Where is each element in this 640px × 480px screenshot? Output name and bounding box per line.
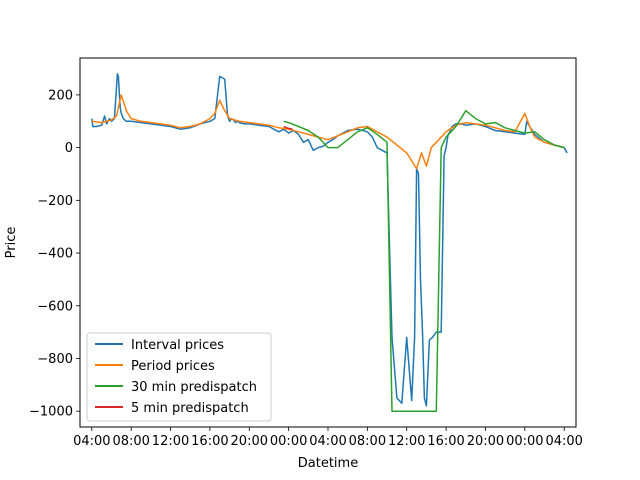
legend-entry-label: 30 min predispatch xyxy=(131,380,257,395)
y-tick-label: −200 xyxy=(37,194,73,209)
y-tick-label: −400 xyxy=(37,247,73,262)
legend-box xyxy=(86,332,272,422)
legend-entry-label: Interval prices xyxy=(131,338,224,353)
x-tick-label: 20:00 xyxy=(467,434,504,449)
series-line-2 xyxy=(283,109,565,412)
x-axis-ticks: 04:00 08:00 12:00 16:00 20:00 00:00 04:00 08:00… xyxy=(73,427,583,449)
series-line-1 xyxy=(91,94,565,170)
x-tick-label: 08:00 xyxy=(112,434,149,449)
y-axis-ticks: 200 0 −200 −400 −600 −800 −1000 xyxy=(29,88,80,420)
y-tick-label: 0 xyxy=(65,141,73,156)
y-tick-label: 200 xyxy=(48,88,73,103)
x-tick-label: 20:00 xyxy=(231,434,268,449)
x-tick-label: 04:00 xyxy=(73,434,110,449)
x-tick-label: 04:00 xyxy=(545,434,582,449)
y-tick-label: −1000 xyxy=(29,405,73,420)
x-tick-label: 12:00 xyxy=(152,434,189,449)
legend-entry-label: Period prices xyxy=(131,359,215,374)
y-tick-label: −800 xyxy=(37,352,73,367)
x-tick-label: 16:00 xyxy=(427,434,464,449)
x-tick-label: 00:00 xyxy=(270,434,307,449)
x-tick-label: 08:00 xyxy=(349,434,386,449)
x-tick-label: 12:00 xyxy=(388,434,425,449)
y-tick-label: −600 xyxy=(37,299,73,314)
legend: Interval prices Period prices 30 min predi… xyxy=(86,332,272,422)
x-tick-label: 00:00 xyxy=(506,434,543,449)
x-axis-label: Datetime xyxy=(298,456,358,471)
x-tick-label: 16:00 xyxy=(191,434,228,449)
legend-entry-label: 5 min predispatch xyxy=(131,401,249,416)
x-tick-label: 04:00 xyxy=(309,434,346,449)
series-layer xyxy=(91,73,568,412)
series-line-3 xyxy=(283,125,293,130)
y-axis-label: Price xyxy=(4,227,19,259)
